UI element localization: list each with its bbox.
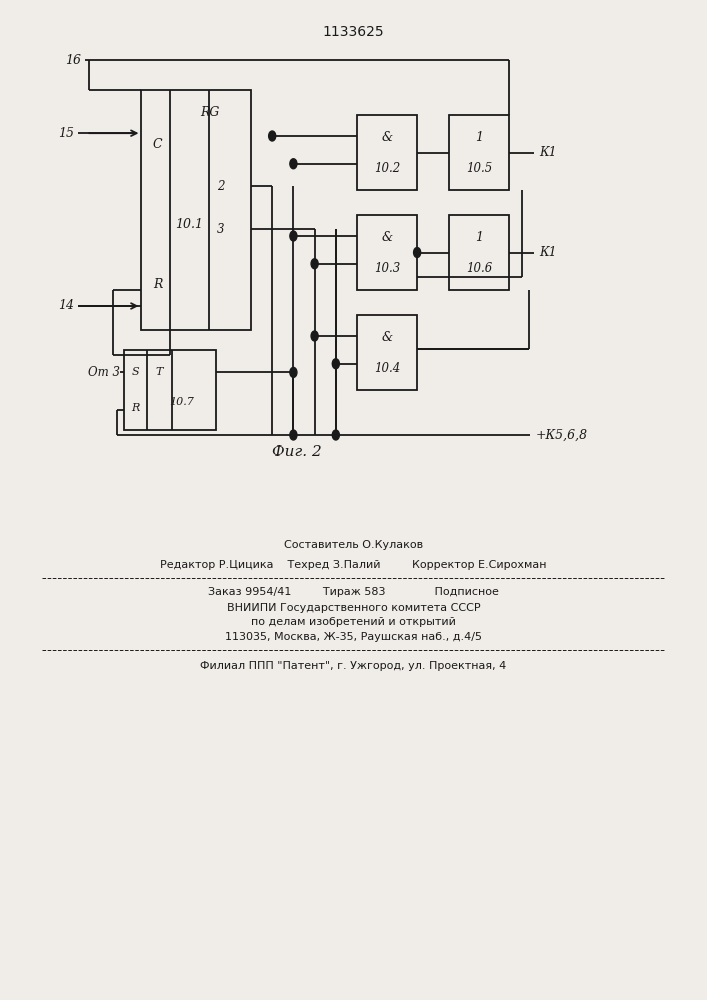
Bar <box>449 215 509 290</box>
Text: 14: 14 <box>58 299 74 312</box>
Text: Заказ 9954/41         Тираж 583              Подписное: Заказ 9954/41 Тираж 583 Подписное <box>208 587 499 597</box>
Text: 10.7: 10.7 <box>169 397 194 407</box>
Text: C: C <box>153 138 163 151</box>
Text: 1: 1 <box>475 131 483 144</box>
Text: К1: К1 <box>539 246 557 259</box>
Text: 10.6: 10.6 <box>466 262 492 275</box>
Text: 1133625: 1133625 <box>322 25 385 39</box>
Circle shape <box>290 159 297 169</box>
Text: S: S <box>132 367 139 377</box>
Text: ВНИИПИ Государственного комитета СССР: ВНИИПИ Государственного комитета СССР <box>227 603 480 613</box>
Bar <box>357 215 417 290</box>
Text: К1: К1 <box>539 146 557 159</box>
Text: 10.1: 10.1 <box>175 218 204 231</box>
Text: 113035, Москва, Ж-35, Раушская наб., д.4/5: 113035, Москва, Ж-35, Раушская наб., д.4… <box>225 632 482 642</box>
Text: 15: 15 <box>58 127 74 140</box>
Text: R: R <box>153 278 163 291</box>
Text: Филиал ППП "Патент", г. Ужгород, ул. Проектная, 4: Филиал ППП "Патент", г. Ужгород, ул. Про… <box>200 661 507 671</box>
Circle shape <box>311 259 318 269</box>
Bar <box>357 115 417 190</box>
Bar <box>124 350 216 430</box>
Text: 10.5: 10.5 <box>466 162 492 175</box>
Circle shape <box>290 367 297 377</box>
Bar <box>449 115 509 190</box>
Circle shape <box>290 231 297 241</box>
Text: &: & <box>382 131 392 144</box>
Text: по делам изобретений и открытий: по делам изобретений и открытий <box>251 617 456 627</box>
Text: 10.2: 10.2 <box>374 162 400 175</box>
Text: 1: 1 <box>475 231 483 244</box>
Text: 16: 16 <box>65 53 81 66</box>
Text: T: T <box>156 367 163 377</box>
Text: 3: 3 <box>217 223 224 236</box>
Text: Фиг. 2: Фиг. 2 <box>272 445 322 459</box>
Text: От 3: От 3 <box>88 366 120 379</box>
Bar <box>141 90 251 330</box>
Text: 10.4: 10.4 <box>374 362 400 375</box>
Text: &: & <box>382 231 392 244</box>
Circle shape <box>269 131 276 141</box>
Circle shape <box>332 430 339 440</box>
Text: +К5,6,8: +К5,6,8 <box>536 428 588 442</box>
Text: Составитель О.Кулаков: Составитель О.Кулаков <box>284 540 423 550</box>
Circle shape <box>311 331 318 341</box>
Text: R: R <box>132 403 140 413</box>
Bar <box>357 315 417 390</box>
Text: Редактор Р.Цицика    Техред З.Палий         Корректор Е.Сирохман: Редактор Р.Цицика Техред З.Палий Коррект… <box>160 560 547 570</box>
Text: 10.3: 10.3 <box>374 262 400 275</box>
Text: 2: 2 <box>217 180 224 192</box>
Text: RG: RG <box>200 105 220 118</box>
Text: &: & <box>382 331 392 344</box>
Circle shape <box>414 248 421 258</box>
Circle shape <box>290 430 297 440</box>
Circle shape <box>332 359 339 369</box>
